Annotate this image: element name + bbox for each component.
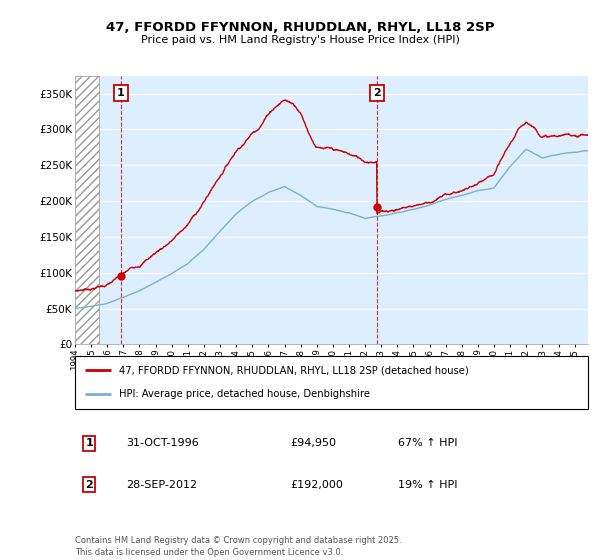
Text: 47, FFORDD FFYNNON, RHUDDLAN, RHYL, LL18 2SP: 47, FFORDD FFYNNON, RHUDDLAN, RHYL, LL18… xyxy=(106,21,494,34)
Text: 28-SEP-2012: 28-SEP-2012 xyxy=(127,480,197,489)
Text: 47, FFORDD FFYNNON, RHUDDLAN, RHYL, LL18 2SP (detached house): 47, FFORDD FFYNNON, RHUDDLAN, RHYL, LL18… xyxy=(119,366,469,376)
Text: Price paid vs. HM Land Registry's House Price Index (HPI): Price paid vs. HM Land Registry's House … xyxy=(140,35,460,45)
Text: 1: 1 xyxy=(117,88,124,98)
Text: 2: 2 xyxy=(373,88,381,98)
Bar xyxy=(75,76,99,344)
Text: 2: 2 xyxy=(85,480,93,489)
Text: 1: 1 xyxy=(85,438,93,448)
Text: HPI: Average price, detached house, Denbighshire: HPI: Average price, detached house, Denb… xyxy=(119,389,370,399)
Text: 19% ↑ HPI: 19% ↑ HPI xyxy=(398,480,458,489)
Text: Contains HM Land Registry data © Crown copyright and database right 2025.
This d: Contains HM Land Registry data © Crown c… xyxy=(75,536,401,557)
Text: 31-OCT-1996: 31-OCT-1996 xyxy=(127,438,199,448)
Text: 67% ↑ HPI: 67% ↑ HPI xyxy=(398,438,458,448)
Text: £192,000: £192,000 xyxy=(290,480,343,489)
FancyBboxPatch shape xyxy=(75,356,588,409)
Text: £94,950: £94,950 xyxy=(290,438,337,448)
